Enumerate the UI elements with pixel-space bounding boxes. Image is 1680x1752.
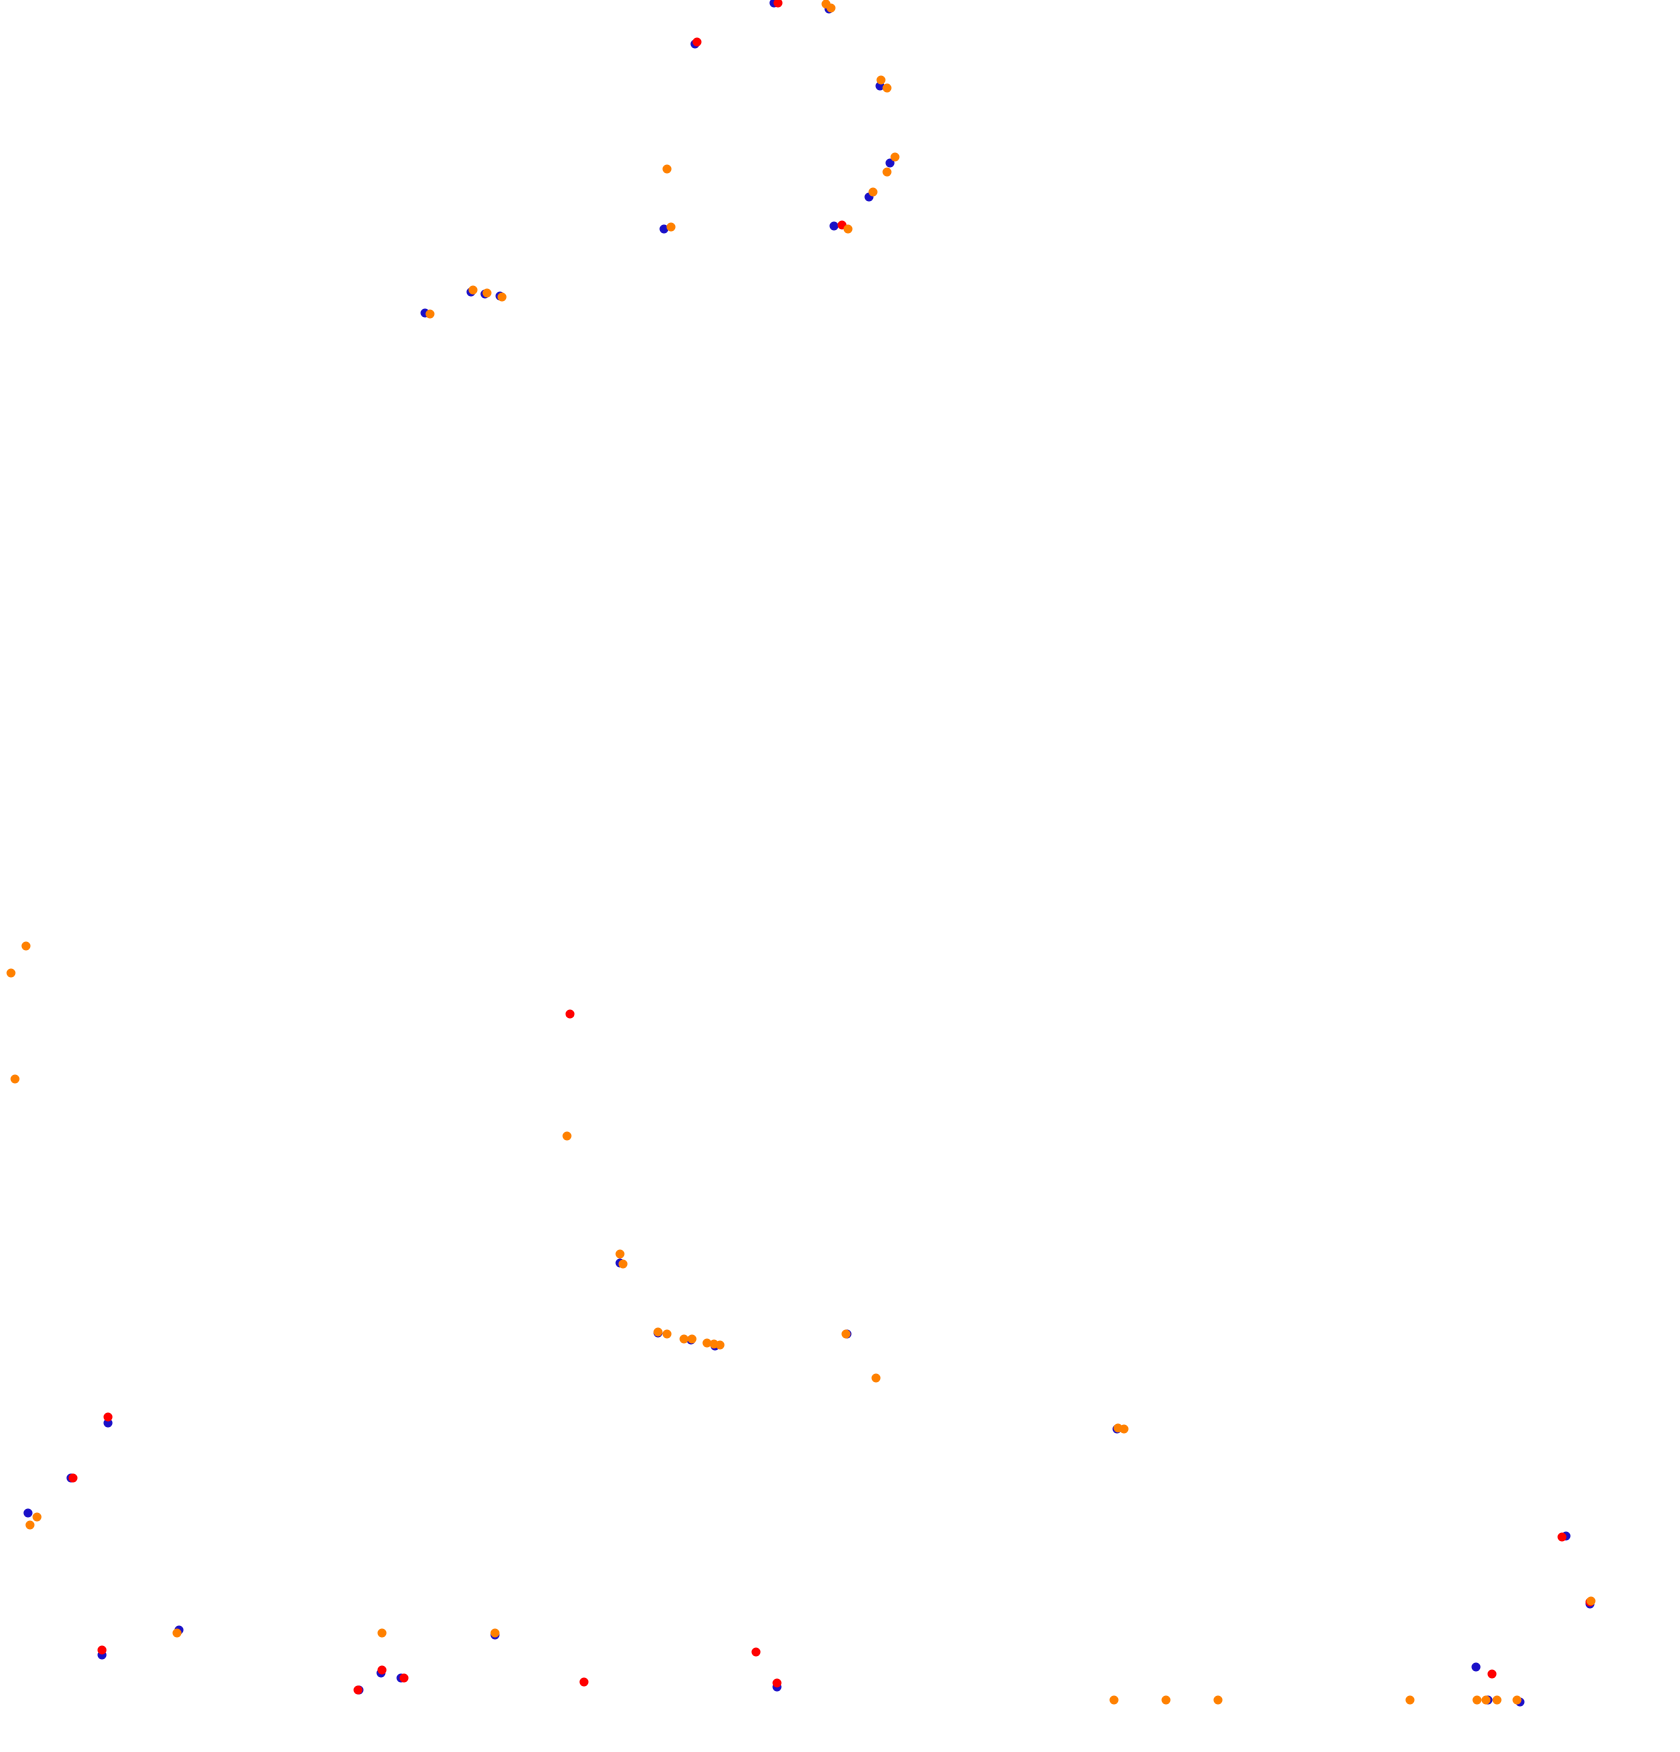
point-blue-28 xyxy=(1471,1662,1481,1672)
point-orange-32 xyxy=(25,1520,35,1530)
point-red-10 xyxy=(579,1677,589,1687)
point-orange-31 xyxy=(32,1512,42,1522)
point-orange-17 xyxy=(562,1131,572,1141)
point-orange-15 xyxy=(6,968,16,978)
point-orange-16 xyxy=(10,1074,20,1084)
point-orange-35 xyxy=(490,1628,500,1638)
point-orange-19 xyxy=(618,1259,628,1269)
point-orange-18 xyxy=(615,1249,625,1259)
point-red-0 xyxy=(773,0,783,8)
point-red-3 xyxy=(565,1009,575,1019)
point-blue-7 xyxy=(659,224,669,234)
point-orange-9 xyxy=(666,222,676,232)
point-orange-2 xyxy=(876,75,886,85)
point-orange-20 xyxy=(653,1327,663,1337)
point-red-7 xyxy=(353,1685,363,1695)
point-orange-37 xyxy=(1161,1695,1171,1705)
point-blue-4 xyxy=(885,158,895,168)
point-red-9 xyxy=(399,1673,409,1683)
point-orange-34 xyxy=(377,1628,387,1638)
point-orange-3 xyxy=(882,83,892,93)
point-blue-6 xyxy=(829,221,839,231)
point-orange-42 xyxy=(1492,1695,1502,1705)
point-red-13 xyxy=(1487,1669,1497,1679)
point-orange-22 xyxy=(679,1334,689,1344)
point-orange-13 xyxy=(425,309,435,319)
point-red-5 xyxy=(68,1473,78,1483)
point-blue-12 xyxy=(23,1508,33,1518)
point-orange-8 xyxy=(662,164,672,174)
point-orange-41 xyxy=(1481,1695,1491,1705)
point-orange-21 xyxy=(662,1329,672,1339)
point-orange-5 xyxy=(882,167,892,177)
point-orange-11 xyxy=(482,288,492,298)
point-orange-33 xyxy=(172,1628,182,1638)
point-orange-12 xyxy=(497,292,507,302)
point-orange-27 xyxy=(841,1329,851,1339)
point-red-1 xyxy=(692,37,702,47)
point-red-4 xyxy=(103,1412,113,1422)
point-orange-6 xyxy=(868,187,878,197)
point-orange-39 xyxy=(1405,1695,1415,1705)
point-orange-7 xyxy=(843,224,853,234)
point-orange-24 xyxy=(702,1338,712,1348)
point-orange-1 xyxy=(826,3,836,13)
point-red-6 xyxy=(97,1645,107,1655)
point-orange-10 xyxy=(468,285,478,295)
point-red-8 xyxy=(377,1665,387,1675)
point-red-14 xyxy=(1557,1532,1567,1542)
point-red-12 xyxy=(772,1678,782,1688)
point-orange-36 xyxy=(1109,1695,1119,1705)
point-orange-43 xyxy=(1512,1695,1522,1705)
point-orange-4 xyxy=(890,152,900,162)
point-orange-26 xyxy=(715,1340,725,1350)
point-orange-44 xyxy=(1586,1596,1596,1606)
point-orange-30 xyxy=(1119,1424,1129,1434)
point-red-11 xyxy=(751,1647,761,1657)
point-orange-14 xyxy=(21,941,31,951)
point-orange-28 xyxy=(871,1373,881,1383)
point-orange-38 xyxy=(1213,1695,1223,1705)
point-orange-23 xyxy=(687,1334,697,1344)
points-layer xyxy=(6,0,1596,1707)
point-orange-40 xyxy=(1472,1695,1482,1705)
